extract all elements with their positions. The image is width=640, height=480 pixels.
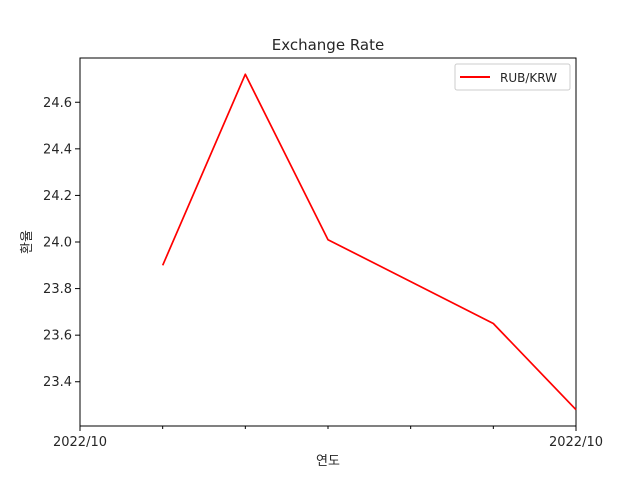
legend-box (454, 63, 571, 91)
series-line-rub-krw (161, 73, 577, 411)
y-tick-label: 23.8 (43, 282, 72, 297)
data-point (245, 74, 247, 76)
y-tick-label: 24.2 (43, 189, 72, 204)
x-tick-label: 2022/10 (53, 435, 107, 450)
y-tick-label: 23.4 (43, 375, 72, 390)
x-axis-title: 연도 (316, 454, 340, 469)
x-tick-label: 2022/10 (549, 435, 603, 450)
data-point (575, 409, 577, 411)
chart-title: Exchange Rate (272, 36, 384, 54)
y-tick-label: 24.6 (43, 96, 72, 111)
data-point (493, 323, 495, 325)
y-tick-label: 24.4 (43, 142, 72, 157)
plot-area (79, 57, 577, 427)
data-point (327, 239, 329, 241)
y-axis-title: 환율 (20, 230, 35, 254)
x-axis: 2022/10 2022/10 (53, 426, 603, 450)
y-tick-label: 24.0 (43, 236, 72, 251)
data-point (162, 264, 164, 266)
y-axis: 23.4 23.6 23.8 24.0 24.2 24.4 24.6 (43, 96, 80, 390)
series-layer (161, 73, 577, 411)
legend-label-rub-krw: RUB/KRW (500, 71, 557, 85)
y-tick-label: 23.6 (43, 329, 72, 344)
legend: RUB/KRW (454, 63, 571, 91)
